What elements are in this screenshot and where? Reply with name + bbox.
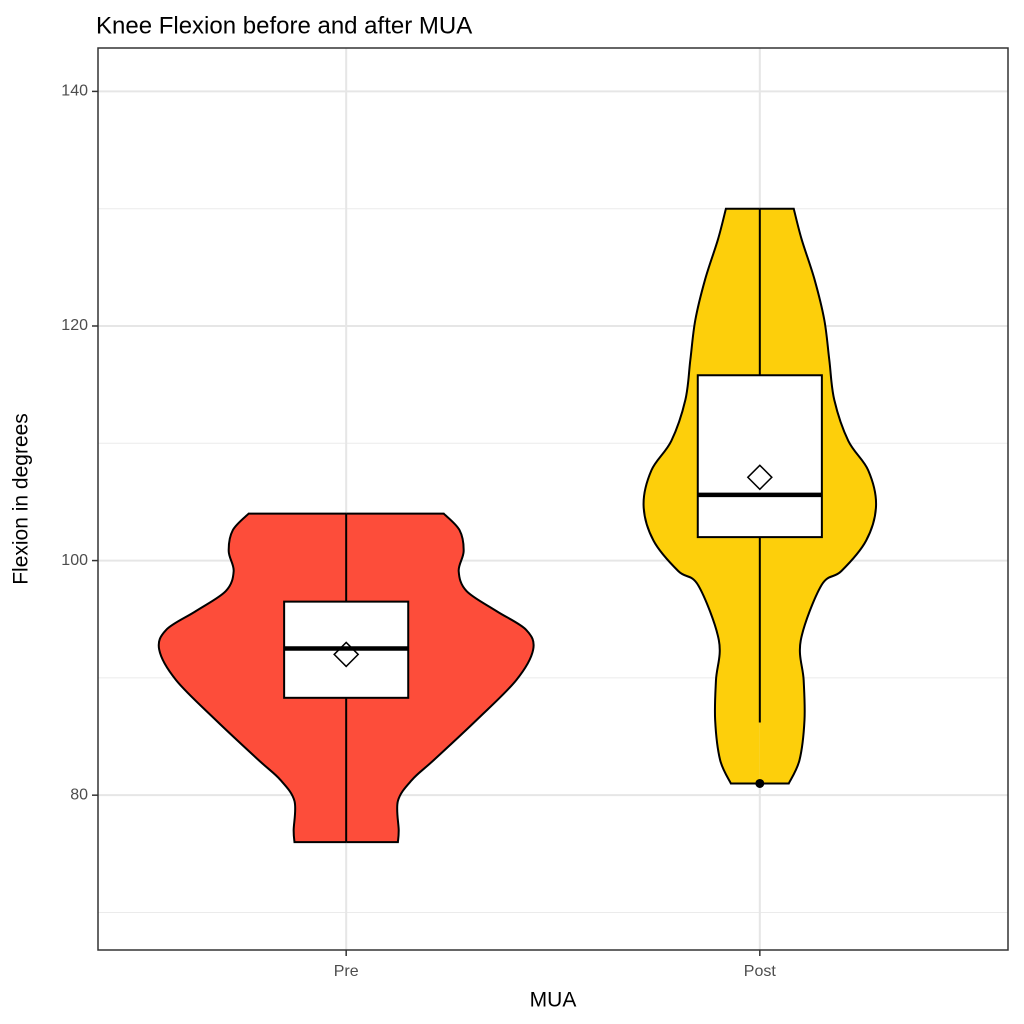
violin-outline [157,512,347,844]
violin-outline [346,512,535,844]
y-axis-title: Flexion in degrees [10,413,33,585]
x-tick-label: Pre [334,963,359,980]
box [696,374,823,539]
violin-outline [642,207,760,785]
violin-fill [158,513,347,843]
chart-title: Knee Flexion before and after MUA [96,12,472,39]
mean-marker [333,641,360,668]
y-tick-label: 140 [61,83,88,100]
panel-border [97,47,1009,951]
x-axis-title: MUA [530,989,577,1012]
y-tick-label: 80 [70,786,88,803]
outlier [755,778,765,788]
mean-marker [746,464,773,491]
x-tick-label: Post [744,963,777,980]
y-tick-label: 120 [61,317,88,334]
violin-fill [346,513,534,843]
y-tick-label: 100 [61,552,88,569]
violin-outline [759,207,878,785]
